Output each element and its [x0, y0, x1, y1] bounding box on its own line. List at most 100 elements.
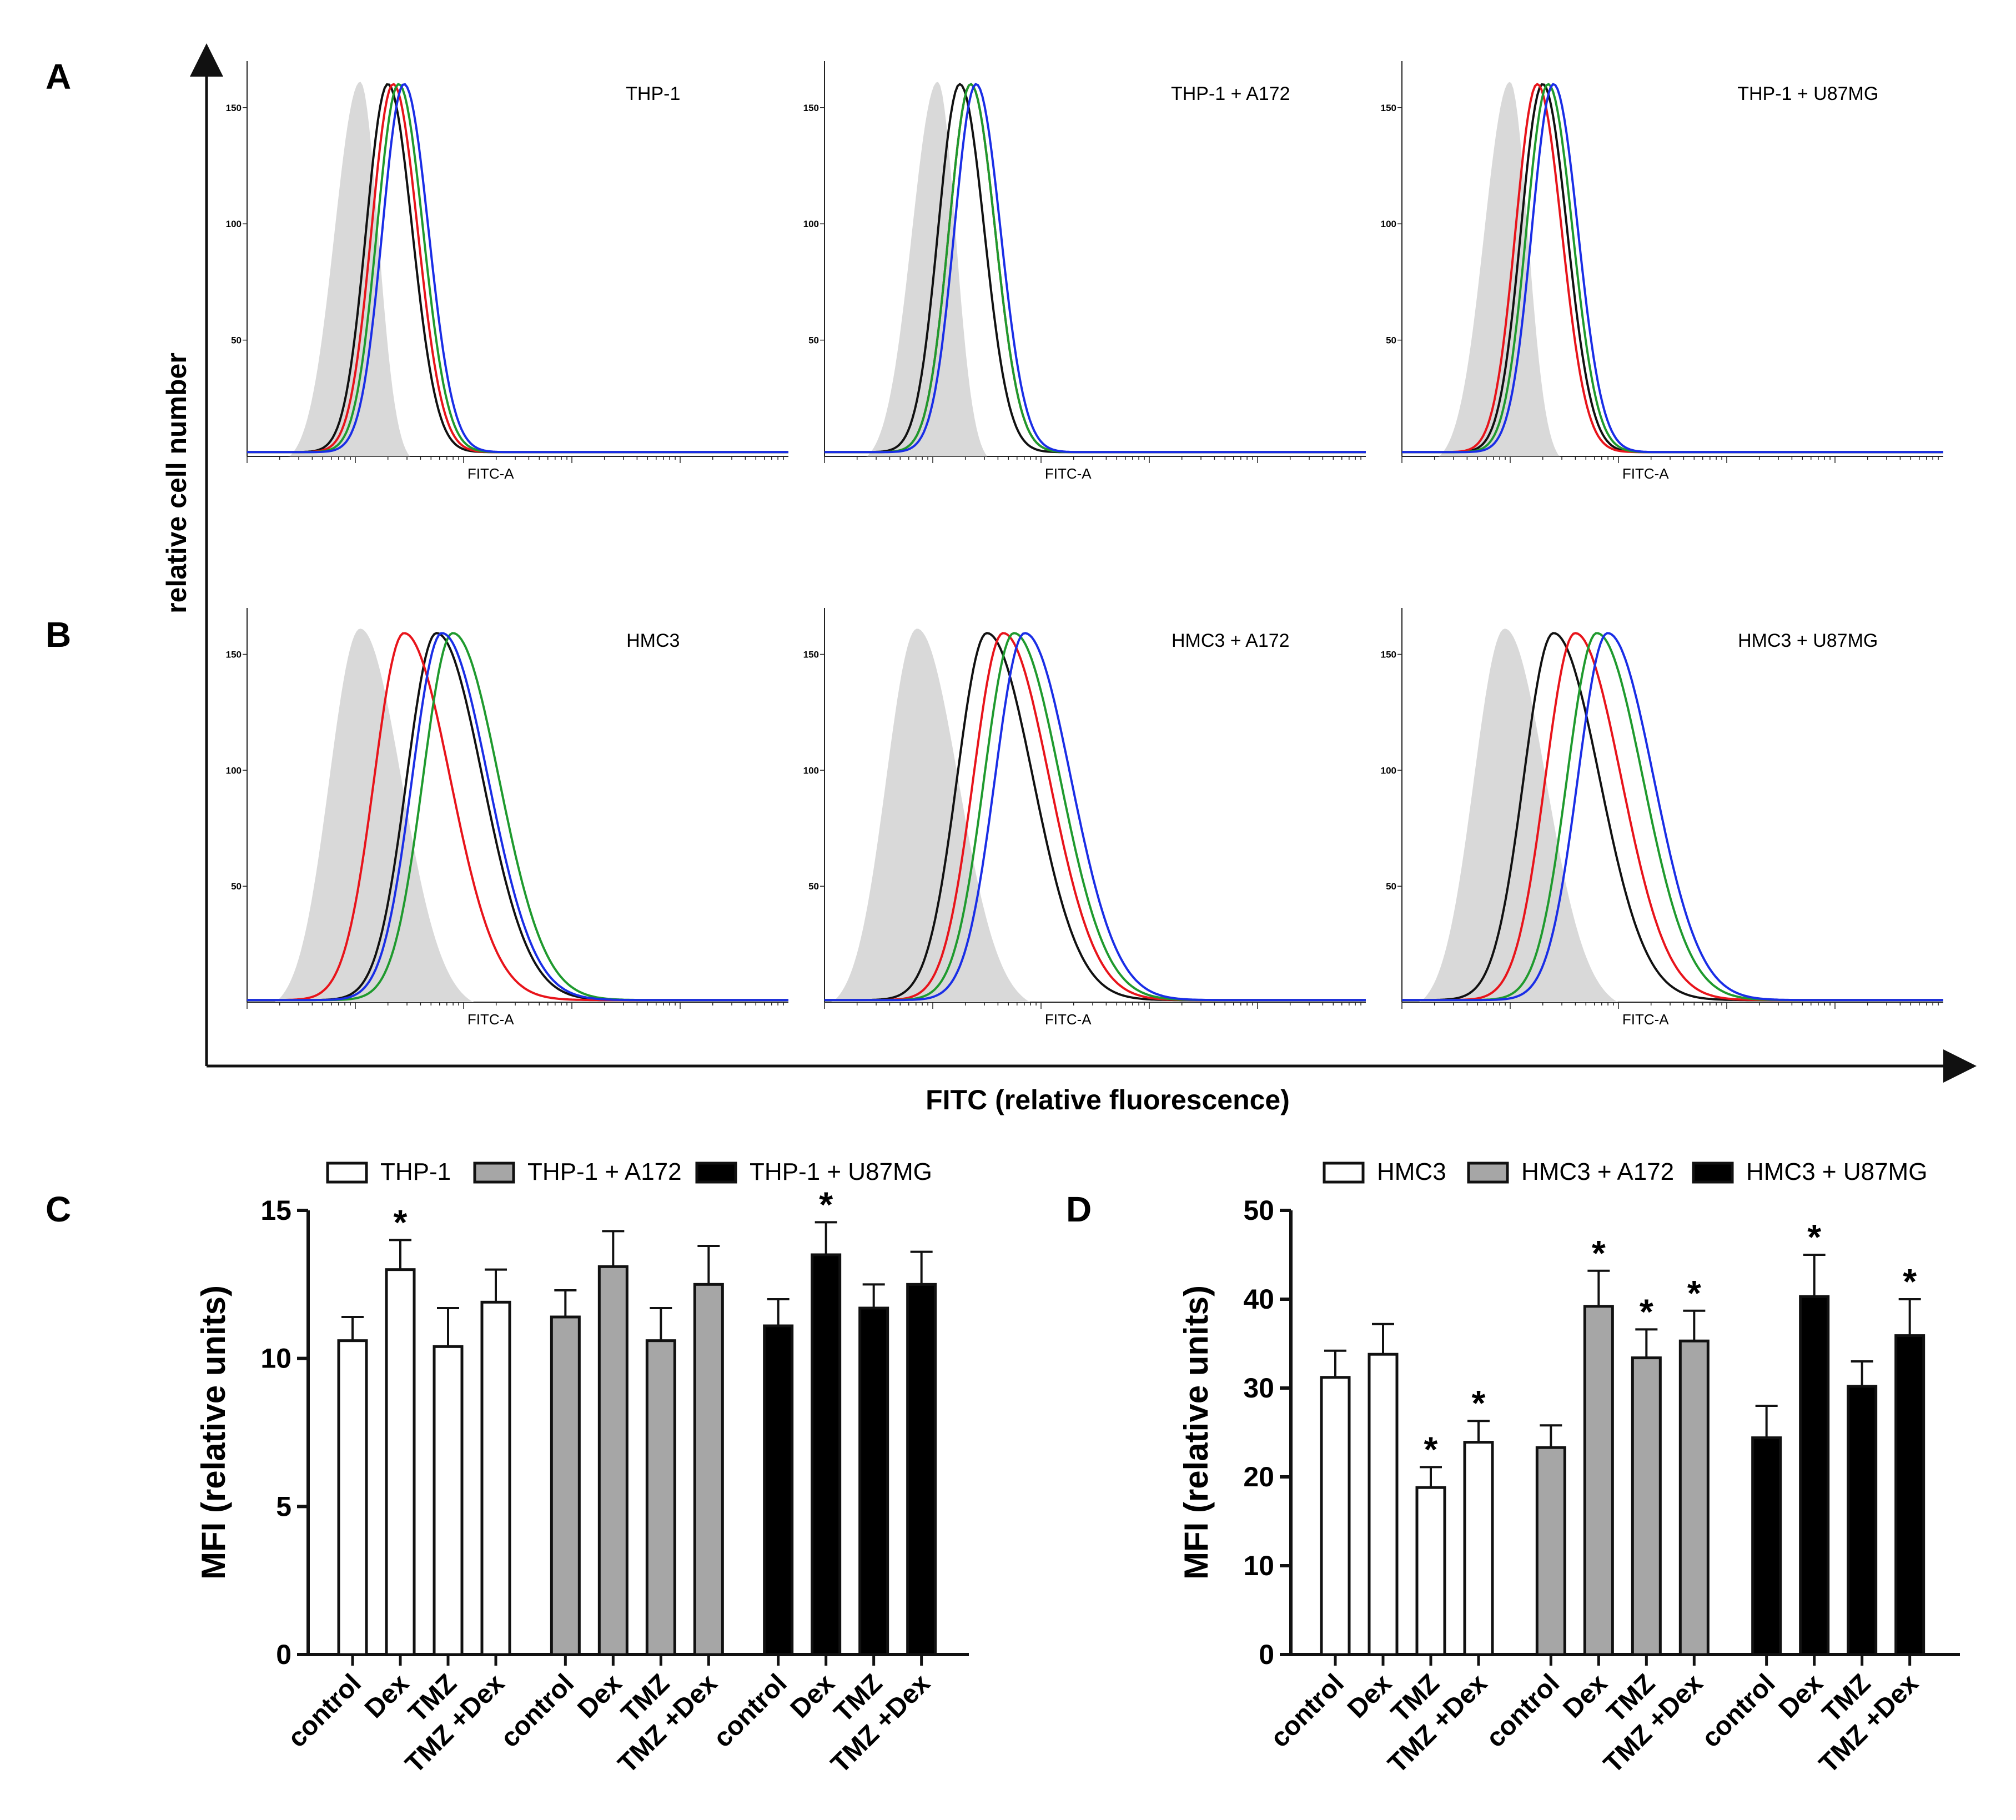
panel-letter-a: A [46, 57, 71, 97]
histogram-title: HMC3 + A172 [1172, 630, 1290, 651]
bar-y-axis-title: MFI (relative units) [195, 1285, 232, 1580]
legend-swatch [1323, 1162, 1365, 1184]
histogram-x-label: FITC-A [1622, 1011, 1669, 1028]
isotype-histogram [825, 82, 1339, 456]
bar-category-label: Dex [572, 1668, 627, 1724]
bar-y-tick-label: 50 [1243, 1195, 1274, 1226]
histogram-title: THP-1 [626, 83, 680, 104]
significance-marker: * [1687, 1273, 1701, 1313]
bar-category-label: Dex [1342, 1668, 1397, 1724]
histogram-x-label: FITC-A [467, 1011, 514, 1028]
histogram-y-tick-label: 100 [226, 765, 242, 776]
legend-label: THP-1 [380, 1158, 451, 1185]
bar-category-label: Dex [785, 1668, 841, 1724]
histogram-x-label: FITC-A [467, 465, 514, 482]
legend-swatch [695, 1162, 737, 1184]
bar-category-label: control [282, 1668, 366, 1753]
bar-y-tick-label: 40 [1243, 1284, 1274, 1315]
blue-histogram-curve [247, 83, 788, 454]
bar [1320, 1376, 1351, 1656]
histogram-y-tick-label: 150 [226, 103, 242, 113]
bar [693, 1283, 724, 1656]
panel-letter-b: B [46, 615, 71, 655]
bar [1535, 1446, 1566, 1656]
bar [480, 1300, 511, 1656]
bar [1415, 1486, 1446, 1656]
isotype-histogram [247, 82, 762, 456]
significance-marker: * [819, 1184, 833, 1224]
histogram-panel: 50 100 150 THP-1 FITC-A [226, 61, 788, 482]
significance-marker: * [394, 1202, 408, 1242]
bar-y-tick-label: 0 [276, 1639, 291, 1670]
histogram-y-tick-label: 100 [1381, 765, 1396, 776]
bar [1463, 1441, 1494, 1656]
significance-marker: * [1424, 1429, 1438, 1469]
blue-histogram-curve [247, 632, 788, 1002]
histogram-x-label: FITC-A [1045, 1011, 1092, 1028]
bar-chart-c: 0 5 10 15 MFI (relative units) THP-1 THP-1 + A… [195, 1158, 969, 1779]
bar [385, 1268, 416, 1656]
bar-category-label: Dex [1557, 1668, 1613, 1724]
bar-y-axis-title: MFI (relative units) [1178, 1285, 1215, 1580]
bar [1847, 1385, 1878, 1656]
histogram-y-tick-label: 150 [803, 650, 819, 660]
histogram-y-tick-label: 150 [1381, 103, 1396, 113]
bar [645, 1339, 676, 1656]
legend-swatch [473, 1162, 515, 1184]
isotype-histogram [825, 629, 1339, 1002]
legend-label: HMC3 + U87MG [1746, 1158, 1927, 1185]
panel-letter-d: D [1066, 1189, 1092, 1229]
blue-histogram-curve [1402, 83, 1943, 454]
bar-category-label: control [1696, 1668, 1781, 1753]
histogram-y-tick-label: 50 [231, 881, 242, 892]
histogram-title: HMC3 + U87MG [1738, 630, 1878, 651]
histogram-x-axis-title: FITC (relative fluorescence) [926, 1084, 1290, 1115]
histogram-y-tick-label: 100 [1381, 219, 1396, 229]
bar [811, 1253, 842, 1656]
panel-letter-c: C [46, 1189, 71, 1229]
histogram-x-label: FITC-A [1622, 465, 1669, 482]
bar [1751, 1436, 1782, 1656]
blue-histogram-curve [1402, 632, 1943, 1002]
bar [433, 1345, 464, 1656]
bar-chart-d: 0 10 20 30 40 50 MFI (relative units) HMC3 HMC3 … [1178, 1158, 1960, 1779]
legend-swatch [326, 1162, 368, 1184]
isotype-histogram [1402, 82, 1917, 456]
bar-category-label: control [708, 1668, 792, 1753]
bar [763, 1324, 794, 1656]
histogram-title: THP-1 + U87MG [1737, 83, 1878, 104]
bar-y-tick-label: 5 [276, 1491, 291, 1522]
histogram-y-tick-label: 150 [226, 650, 242, 660]
histogram-y-tick-label: 100 [803, 219, 819, 229]
legend-label: HMC3 + A172 [1521, 1158, 1674, 1185]
histogram-y-tick-label: 100 [803, 765, 819, 776]
bar-y-tick-label: 10 [260, 1343, 291, 1374]
histogram-y-tick-label: 50 [1386, 335, 1396, 346]
legend-label: HMC3 [1377, 1158, 1446, 1185]
legend-label: THP-1 + A172 [527, 1158, 682, 1185]
significance-marker: * [1472, 1383, 1486, 1423]
bar [1368, 1353, 1399, 1656]
histogram-panel: 50 100 150 THP-1 + A172 FITC-A [803, 61, 1366, 482]
histogram-y-tick-label: 150 [803, 103, 819, 113]
bar-y-tick-label: 15 [260, 1195, 291, 1226]
bar [550, 1315, 581, 1656]
bar-category-label: Dex [1773, 1668, 1829, 1724]
histogram-y-tick-label: 50 [808, 881, 819, 892]
significance-marker: * [1903, 1261, 1917, 1301]
bar-category-label: control [1265, 1668, 1349, 1753]
legend-swatch [1467, 1162, 1509, 1184]
significance-marker: * [1592, 1233, 1606, 1273]
bar-y-tick-label: 20 [1243, 1461, 1274, 1492]
bar [1894, 1334, 1925, 1656]
histogram-panel: 50 100 150 HMC3 + A172 FITC-A [803, 608, 1366, 1028]
isotype-histogram [1402, 629, 1917, 1002]
bar-y-tick-label: 30 [1243, 1372, 1274, 1404]
histogram-title: HMC3 [626, 630, 680, 651]
histogram-y-tick-label: 100 [226, 219, 242, 229]
bar-category-label: control [495, 1668, 580, 1753]
histogram-panel: 50 100 150 HMC3 FITC-A [226, 608, 788, 1028]
histogram-title: THP-1 + A172 [1171, 83, 1290, 104]
significance-marker: * [1640, 1291, 1653, 1331]
isotype-histogram [247, 629, 762, 1002]
